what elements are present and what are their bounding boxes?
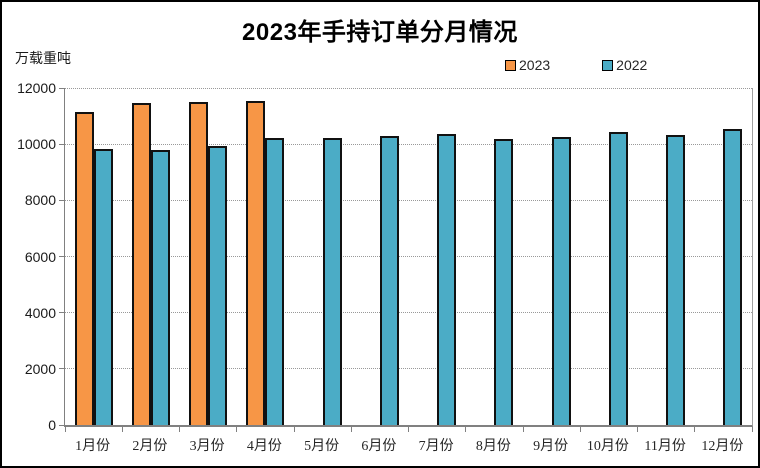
x-axis-tick: [350, 427, 352, 432]
y-axis-tick: [59, 312, 64, 314]
bar-2022-6月份: [379, 136, 399, 425]
x-axis-tick: [637, 427, 638, 432]
bar-2023-4月份: [246, 100, 266, 425]
legend-item-2022: 2022: [602, 57, 647, 73]
x-label-9月份: 9月份: [533, 439, 569, 454]
y-axis-tick: [59, 256, 64, 257]
chart-title: 2023年手持订单分月情况: [242, 19, 518, 46]
legend-item-2023: 2023: [505, 57, 550, 73]
legend-swatch-2022: [602, 59, 614, 71]
gridline-10000: [65, 143, 752, 145]
y-axis-tick: [59, 368, 64, 370]
bar-2023-1月份: [74, 111, 94, 425]
y-axis-tick: [59, 143, 64, 145]
plot-area: [59, 87, 753, 432]
x-axis-tick: [694, 427, 696, 432]
x-label-12月份: 12月份: [701, 439, 744, 454]
y-tick-label-12000: 12000: [17, 80, 56, 96]
x-label-6月份: 6月份: [361, 439, 397, 454]
x-axis-tick: [522, 427, 524, 432]
x-label-4月份: 4月份: [246, 439, 282, 454]
x-label-8月份: 8月份: [475, 439, 511, 454]
x-label-1月份: 1月份: [75, 439, 111, 454]
x-axis-tick: [121, 427, 123, 432]
x-label-5月份: 5月份: [304, 439, 340, 454]
x-axis-tick: [408, 427, 409, 432]
y-tick-label-0: 0: [48, 417, 56, 433]
bar-2022-9月份: [551, 137, 571, 425]
y-axis-tick: [59, 199, 64, 201]
y-axis-tick: [59, 87, 64, 89]
x-axis-tick: [293, 427, 295, 432]
bar-2023-2月份: [131, 103, 151, 425]
x-axis-tick: [64, 427, 66, 432]
bar-2022-4月份: [265, 137, 285, 425]
legend-label-2022: 2022: [616, 57, 648, 73]
bar-2022-12月份: [723, 128, 743, 425]
y-tick-label-6000: 6000: [24, 248, 56, 265]
y-tick-label-8000: 8000: [24, 192, 56, 209]
gridline-6000: [65, 256, 752, 257]
bar-2022-2月份: [150, 150, 170, 425]
y-tick-label-10000: 10000: [17, 136, 56, 153]
x-label-7月份: 7月份: [418, 439, 454, 454]
y-axis-unit-label: 万载重吨: [15, 50, 71, 66]
bar-2022-1月份: [93, 148, 113, 425]
y-tick-label-2000: 2000: [24, 360, 56, 377]
x-label-3月份: 3月份: [189, 439, 225, 454]
bar-2022-11月份: [666, 134, 686, 425]
x-axis-tick: [751, 427, 753, 432]
x-axis-tick: [179, 427, 180, 432]
gridline-12000: [65, 87, 752, 89]
legend: 2023 2022: [505, 57, 647, 73]
bar-2022-5月份: [322, 138, 342, 425]
y-axis-tick: [59, 424, 64, 426]
x-axis-tick: [465, 427, 467, 432]
bar-2022-7月份: [437, 133, 457, 425]
bar-2023-3月份: [189, 101, 209, 425]
gridline-2000: [65, 368, 752, 370]
x-axis-tick: [236, 427, 238, 432]
gridline-4000: [65, 312, 752, 314]
x-label-2月份: 2月份: [132, 439, 168, 454]
legend-label-2023: 2023: [519, 57, 551, 73]
y-tick-label-4000: 4000: [24, 304, 56, 321]
x-axis-tick: [579, 427, 581, 432]
legend-swatch-2023: [505, 59, 516, 71]
x-label-11月份: 11月份: [644, 439, 686, 454]
bar-2022-8月份: [494, 138, 514, 425]
bar-2022-3月份: [208, 146, 228, 425]
bar-2022-10月份: [608, 132, 628, 425]
x-label-10月份: 10月份: [586, 439, 629, 454]
gridline-8000: [65, 199, 752, 201]
